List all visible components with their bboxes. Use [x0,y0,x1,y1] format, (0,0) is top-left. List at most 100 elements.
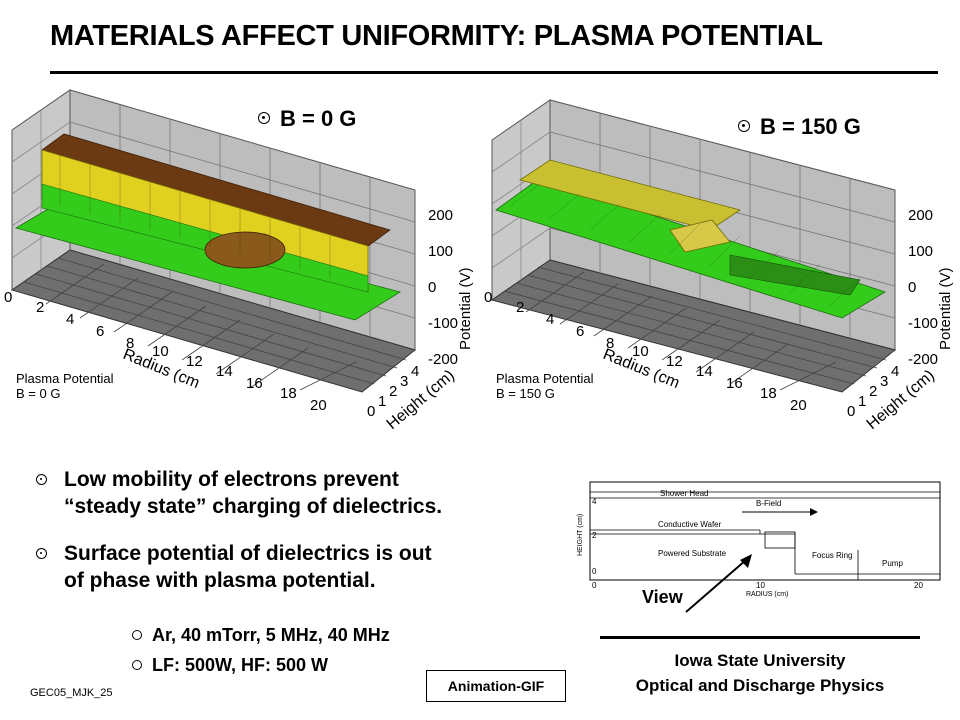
view-arrow-icon [685,554,752,613]
radius-tick: 14 [696,363,713,380]
potential-tick: -200 [428,351,458,368]
bullet-icon [738,120,750,132]
surface-ridge [519,159,741,231]
bullet-icon [132,660,142,670]
powered-substrate-label: Powered Substrate [658,549,727,558]
height-tick: 4 [891,363,899,380]
plot-left-3d-surface: 200 100 0 -100 -200 Potential (V) 0 2 4 … [4,89,474,433]
title-divider [50,71,938,74]
potential-axis: 200 100 0 -100 -200 Potential (V) [428,207,474,368]
plot-right-heading-text: B = 150 G [760,114,861,139]
radius-tick: 14 [216,363,233,380]
radius-tick: 18 [760,385,777,402]
radius-tick: 18 [280,385,297,402]
institution-group: Optical and Discharge Physics [635,676,885,695]
potential-tick: 0 [908,279,916,296]
sub-bullet-text: LF: 500W, HF: 500 W [152,655,329,675]
floor [490,259,897,393]
geometry-xtick: 20 [914,581,923,590]
potential-tick: -100 [908,315,938,332]
plot-legend: Plasma Potential B = 0 G [16,371,114,401]
potential-tick: 100 [908,243,933,260]
radius-tick: 12 [666,353,683,370]
radius-tick: 6 [96,323,104,340]
legend-title: Plasma Potential [16,371,114,386]
bullet-line: Surface potential of dielectrics is out [64,542,432,565]
bullet-line: Low mobility of electrons prevent [64,468,399,491]
height-tick: 2 [869,383,877,400]
institution-name: Iowa State University [674,651,846,670]
sub-bullet-item: LF: 500W, HF: 500 W [132,655,328,676]
potential-tick: -100 [428,315,458,332]
radius-tick: 0 [484,289,492,306]
potential-tick: -200 [908,351,938,368]
bullet-item: Low mobility of electrons prevent “stead… [36,466,442,520]
geometry-ytick: 4 [592,497,597,506]
potential-tick: 200 [428,207,453,224]
view-label: View [642,587,683,607]
pump-label: Pump [882,559,903,568]
plot-right-3d-surface: 200 100 0 -100 -200 Potential (V) 0 2 4 … [484,99,954,433]
geometry-labels: Shower Head B-Field Conductive Wafer Pow… [577,489,923,598]
institution-block: Iowa State University Optical and Discha… [600,648,920,698]
potential-tick: 100 [428,243,453,260]
reactor-geometry-diagram: Shower Head B-Field Conductive Wafer Pow… [577,481,941,598]
potential-label: Potential (V) [937,267,954,350]
slide-code: GEC05_MJK_25 [30,687,113,699]
potential-axis: 200 100 0 -100 -200 Potential (V) [908,207,954,368]
surface-mesh [509,183,861,307]
bullet-line: of phase with plasma potential. [64,569,376,592]
geometry-xtick: 0 [592,581,597,590]
focus-ring-label: Focus Ring [812,551,852,560]
conductive-wafer-label: Conductive Wafer [658,520,722,529]
potential-label: Potential (V) [457,267,474,350]
geometry-ytick: 2 [592,531,597,540]
sub-bullet-item: Ar, 40 mTorr, 5 MHz, 40 MHz [132,625,390,646]
height-tick: 4 [411,363,419,380]
surface-dip [729,254,861,296]
height-tick: 0 [367,403,375,420]
height-tick: 1 [378,393,386,410]
geometry-ylabel: HEIGHT (cm) [577,514,584,556]
radius-tick: 16 [246,375,263,392]
height-tick: 1 [858,393,866,410]
shower-head-label: Shower Head [660,489,708,498]
geometry-ytick: 0 [592,567,597,576]
height-tick: 0 [847,403,855,420]
radius-tick: 8 [126,335,134,352]
radius-tick: 16 [726,375,743,392]
floor-grid [23,257,407,391]
sub-bullet-text: Ar, 40 mTorr, 5 MHz, 40 MHz [152,625,390,645]
surface-dip [204,231,286,269]
radius-tick: 20 [790,397,807,414]
radius-tick: 8 [606,335,614,352]
legend-subtitle: B = 150 G [496,386,555,401]
potential-tick: 200 [908,207,933,224]
legend-subtitle: B = 0 G [16,386,60,401]
radius-tick: 10 [152,343,169,360]
surface-mesh [59,155,331,278]
height-tick: 3 [400,373,408,390]
plot-right-heading: B = 150 G [738,114,861,140]
radius-tick: 4 [66,311,74,328]
surface-bump [669,219,731,253]
radius-tick: 2 [36,299,44,316]
radius-tick: 20 [310,397,327,414]
radius-tick: 6 [576,323,584,340]
height-tick: 2 [389,383,397,400]
focus-ring-box [764,531,796,549]
potential-tick: 0 [428,279,436,296]
slide-title: MATERIALS AFFECT UNIFORMITY: PLASMA POTE… [50,20,823,52]
bullet-item: Surface potential of dielectrics is out … [36,540,432,594]
bullet-icon [258,112,270,124]
radius-tick: 12 [186,353,203,370]
b-field-label: B-Field [756,499,781,508]
animation-gif-button[interactable]: Animation-GIF [426,670,566,702]
bullet-icon [36,474,47,485]
radius-tick: 10 [632,343,649,360]
bullet-icon [132,630,142,640]
plot-legend: Plasma Potential B = 150 G [496,371,594,401]
legend-title: Plasma Potential [496,371,594,386]
bullet-line: “steady state” charging of dielectrics. [64,495,443,518]
radius-tick: 4 [546,311,554,328]
